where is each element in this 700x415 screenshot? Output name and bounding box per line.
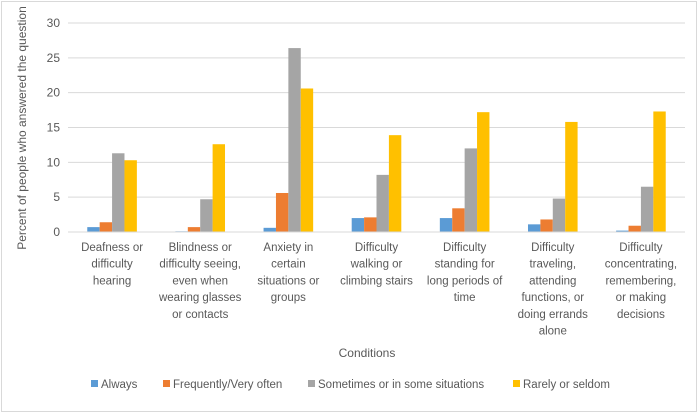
y-tick-label: 30 xyxy=(47,16,61,30)
bar xyxy=(87,227,100,232)
bar xyxy=(99,222,113,232)
category-label: Difficulty traveling, attending functions, … xyxy=(518,242,589,338)
category-label: Anxiety in certain situations or groups xyxy=(257,242,319,304)
category-labels: Deafness or difficulty hearing Blindness or… xyxy=(81,242,677,338)
bar xyxy=(351,218,365,232)
bar xyxy=(452,208,465,232)
category-label: Difficulty concentrating, remembering, or m… xyxy=(605,242,677,321)
bars xyxy=(87,48,666,233)
y-tick-label: 10 xyxy=(47,155,61,169)
y-tick-label: 15 xyxy=(47,121,61,135)
bar xyxy=(124,160,137,232)
bar xyxy=(527,224,541,232)
legend-label: Sometimes or in some situations xyxy=(318,379,484,391)
bar xyxy=(275,192,289,232)
bar xyxy=(653,111,666,232)
gridlines xyxy=(68,22,685,198)
bar xyxy=(464,148,478,232)
bar xyxy=(640,186,654,232)
bar xyxy=(288,48,301,232)
bar xyxy=(300,88,314,233)
legend: Always Frequently/Very often Sometimes or … xyxy=(91,379,610,391)
y-axis-title: Percent of people who answered the quest… xyxy=(15,6,29,250)
bar xyxy=(212,144,226,232)
bar xyxy=(364,217,377,232)
bar xyxy=(187,227,201,232)
bar xyxy=(263,227,276,232)
x-axis-title: Conditions xyxy=(339,346,396,360)
bar xyxy=(112,153,125,232)
legend-swatch xyxy=(513,380,520,387)
bar xyxy=(200,199,213,232)
bar xyxy=(616,230,629,232)
bar xyxy=(540,219,553,232)
bar xyxy=(388,135,402,232)
category-label: Difficulty walking or climbing stairs xyxy=(340,242,413,287)
y-tick-label: 0 xyxy=(53,225,60,239)
legend-swatch xyxy=(91,380,98,387)
y-tick-label: 25 xyxy=(47,51,61,65)
legend-label: Frequently/Very often xyxy=(173,379,282,391)
y-tick-label: 5 xyxy=(53,190,60,204)
legend-swatch xyxy=(163,380,170,387)
legend-label: Rarely or seldom xyxy=(523,379,610,391)
category-label: Difficulty standing for long periods of tim… xyxy=(427,242,503,304)
category-label: Blindness or difficulty seeing, even when w… xyxy=(158,242,242,321)
y-axis-ticks: 0 5 10 15 20 25 30 xyxy=(47,16,61,239)
bar xyxy=(552,198,566,232)
bar xyxy=(628,225,641,232)
bar xyxy=(439,218,453,232)
legend-swatch xyxy=(308,380,315,387)
category-label: Deafness or difficulty hearing xyxy=(81,242,143,287)
bar xyxy=(477,112,490,232)
bar xyxy=(565,121,578,232)
legend-label: Always xyxy=(101,379,138,391)
y-tick-label: 20 xyxy=(47,86,61,100)
bar xyxy=(376,174,389,232)
